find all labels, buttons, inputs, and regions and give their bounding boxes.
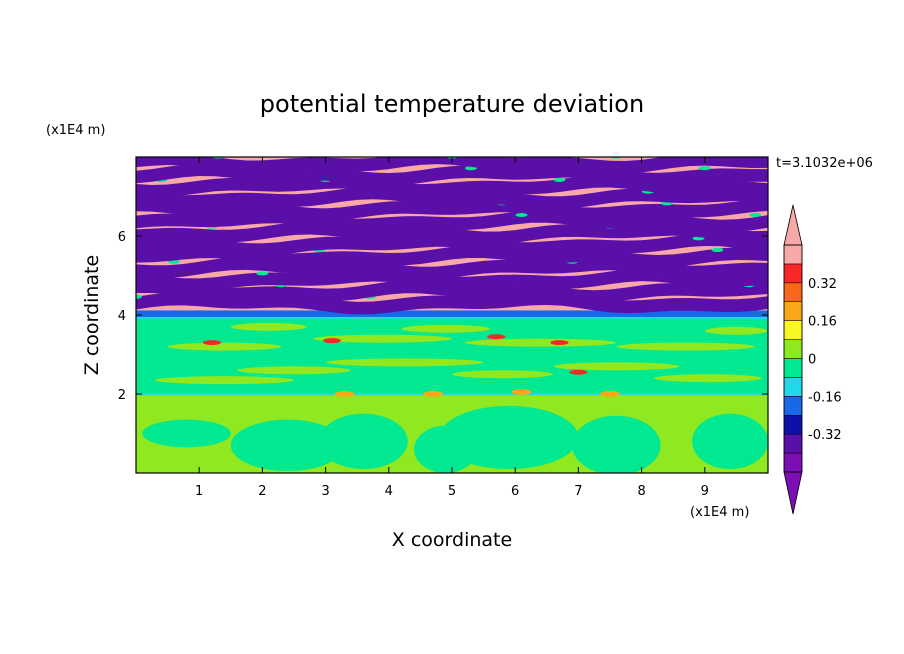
- band-edge-spot: [749, 212, 762, 217]
- interface-blob: [423, 391, 444, 397]
- y-tick-label: 4: [118, 309, 126, 324]
- band-edge-spot: [136, 294, 142, 299]
- x-tick-label: 2: [258, 484, 266, 499]
- mid-layer-streak: [654, 374, 762, 383]
- convective-cell: [414, 425, 478, 473]
- colorbar-bin: [783, 320, 803, 340]
- colorbar-tick-label: 0.16: [808, 315, 837, 330]
- mid-layer-streak: [325, 358, 484, 367]
- interface-blob: [511, 389, 532, 396]
- x-tick-label: 6: [511, 484, 519, 499]
- colorbar-bin: [783, 244, 803, 265]
- mid-layer-streak: [312, 334, 452, 343]
- purple-band: [136, 268, 768, 292]
- interface-blob: [334, 391, 355, 397]
- mid-layer-streak: [230, 322, 307, 331]
- y-axis-ticks: 2 4 6: [118, 230, 768, 403]
- interface-blob: [600, 391, 620, 397]
- convective-cell: [230, 419, 345, 472]
- mid-layer-spot: [322, 338, 341, 344]
- mid-layer-spot: [487, 334, 506, 340]
- mid-layer-streak: [452, 370, 554, 379]
- contour-field: [136, 157, 768, 473]
- x-unit-label: (x1E4 m): [690, 505, 749, 520]
- colorbar-tick-label: -0.16: [808, 390, 842, 405]
- convective-cell: [142, 419, 231, 448]
- band-edge-spot: [256, 271, 269, 276]
- x-tick-label: 5: [448, 484, 456, 499]
- x-axis-ticks: 1 2 3 4 5 6 7 8 9: [195, 157, 709, 499]
- mid-layer-streak: [167, 342, 282, 351]
- band-edge-spot: [553, 177, 566, 182]
- x-tick-label: 8: [637, 484, 645, 499]
- mid-layer-streak: [464, 338, 617, 347]
- colorbar-bin: [783, 452, 803, 473]
- colorbar-frame: [783, 244, 803, 473]
- colorbar: 0.32 0.16 0 -0.16 -0.32: [783, 204, 842, 515]
- colorbar-tick-label: 0: [808, 353, 816, 368]
- x-axis-label: X coordinate: [392, 529, 512, 551]
- interface-line: [136, 393, 768, 396]
- purple-band: [136, 198, 768, 221]
- mid-layer-streak: [237, 366, 351, 375]
- colorbar-bin: [783, 263, 803, 284]
- y-tick-label: 6: [118, 230, 126, 245]
- mid-layer-streak: [704, 326, 768, 335]
- x-tick-label: 7: [574, 484, 582, 499]
- convective-cell: [572, 415, 661, 473]
- mid-layer-streak: [154, 376, 294, 385]
- band-edge-spot: [515, 212, 528, 217]
- y-unit-label: (x1E4 m): [46, 123, 105, 138]
- band-edge-spot: [698, 166, 711, 171]
- colorbar-bin: [783, 396, 803, 416]
- colorbar-tick-label: -0.32: [808, 428, 842, 443]
- y-axis-label: Z coordinate: [81, 255, 103, 375]
- tropopause-edge: [136, 316, 768, 319]
- x-tick-label: 9: [701, 484, 709, 499]
- mid-layer-spot: [569, 369, 588, 375]
- x-tick-label: 3: [321, 484, 329, 499]
- tropopause-layer: [136, 310, 768, 317]
- colorbar-bin: [783, 282, 803, 303]
- mid-layer-streak: [553, 362, 680, 371]
- x-tick-label: 4: [385, 484, 393, 499]
- time-label: t=3.1032e+06: [776, 156, 873, 171]
- mid-layer-streak: [616, 342, 756, 351]
- convective-cell: [319, 413, 408, 470]
- colorbar-bin: [783, 433, 803, 454]
- chart-title: potential temperature deviation: [260, 90, 644, 118]
- colorbar-tick-label: 0.32: [808, 277, 837, 292]
- purple-band: [136, 157, 768, 174]
- x-tick-label: 1: [195, 484, 203, 499]
- colorbar-bin: [783, 301, 803, 321]
- purple-band: [136, 186, 768, 209]
- colorbar-bin: [783, 415, 803, 435]
- colorbar-under-triangle: [783, 471, 803, 515]
- colorbar-bin: [783, 339, 803, 359]
- colorbar-bin: [783, 377, 803, 397]
- y-tick-label: 2: [118, 388, 126, 403]
- purple-band: [136, 233, 768, 257]
- mid-layer-spot: [202, 340, 221, 346]
- mid-layer-spot: [550, 340, 569, 346]
- mid-layer-streak: [401, 324, 490, 333]
- band-edge-spot: [711, 248, 724, 253]
- colorbar-over-triangle: [783, 204, 803, 246]
- convective-cell: [692, 413, 768, 470]
- purple-band: [136, 280, 768, 303]
- colorbar-bin: [783, 358, 803, 378]
